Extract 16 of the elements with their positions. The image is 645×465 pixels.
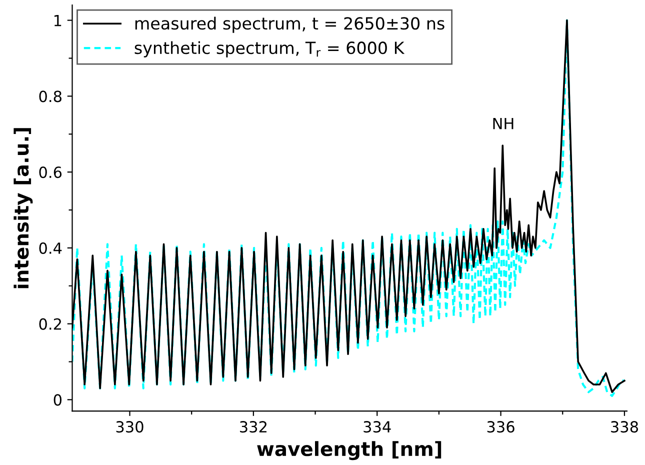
annotation: NH [493,118,514,130]
y-tick-label: 0.4 [39,242,62,254]
x-tick-label: 336 [487,421,514,433]
y-tick-label: 0.6 [39,166,62,178]
y-tick-label: 1 [54,14,62,26]
x-tick-label: 330 [116,421,144,433]
x-tick-label: 338 [611,421,638,433]
y-axis-title: intensity [a.u.] [14,128,33,288]
x-axis-title: wavelength [nm] [257,441,442,460]
legend-label: synthetic spectrum, T$_{r}$ = 6000 K [134,41,405,58]
y-tick-label: 0.2 [39,318,61,330]
x-tick-label: 334 [364,421,391,433]
x-tick-label: 332 [240,421,266,433]
y-tick-label: 0 [54,394,62,406]
y-tick-label: 0.8 [39,90,62,102]
legend-label: measured spectrum, t = 2650±30 ns [135,16,444,33]
